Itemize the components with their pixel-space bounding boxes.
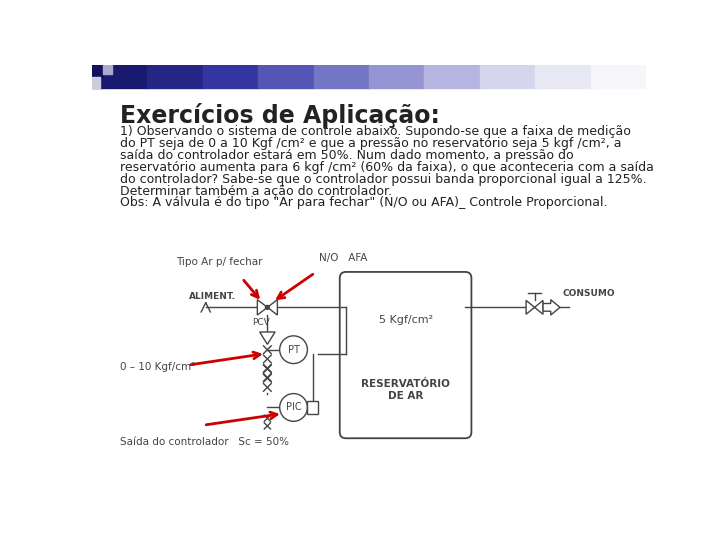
Polygon shape (543, 300, 560, 315)
Polygon shape (526, 300, 534, 314)
Circle shape (279, 336, 307, 363)
Bar (590, 65, 647, 88)
Bar (92, 65, 102, 77)
Bar (425, 65, 481, 88)
Text: do PT seja de 0 a 10 Kgf /cm² e que a pressão no reservatório seja 5 kgf /cm², a: do PT seja de 0 a 10 Kgf /cm² e que a pr… (120, 137, 621, 150)
FancyBboxPatch shape (340, 272, 472, 438)
Circle shape (279, 394, 307, 421)
Text: Obs: A válvula é do tipo "Ar para fechar" (N/O ou AFA)_ Controle Proporcional.: Obs: A válvula é do tipo "Ar para fechar… (120, 197, 607, 210)
Text: Determinar também a ação do controlador.: Determinar também a ação do controlador. (120, 185, 392, 198)
Bar (203, 65, 259, 88)
Text: 1) Observando o sistema de controle abaixo. Supondo-se que a faixa de medição: 1) Observando o sistema de controle abai… (120, 125, 631, 138)
Text: reservatório aumenta para 6 kgf /cm² (60% da faixa), o que aconteceria com a saí: reservatório aumenta para 6 kgf /cm² (60… (120, 161, 653, 174)
Bar (535, 65, 592, 88)
Polygon shape (257, 300, 267, 315)
Text: 0 – 10 Kgf/cm²: 0 – 10 Kgf/cm² (120, 362, 195, 373)
Text: 5 Kgf/cm²: 5 Kgf/cm² (379, 315, 433, 326)
Bar (314, 65, 370, 88)
Text: CONSUMO: CONSUMO (562, 289, 615, 298)
Text: PT: PT (287, 345, 300, 355)
Bar (92, 65, 148, 88)
Bar (148, 65, 204, 88)
Circle shape (266, 306, 269, 309)
Bar (258, 65, 315, 88)
Text: Exercícios de Aplicação:: Exercícios de Aplicação: (120, 103, 439, 129)
Bar (480, 65, 536, 88)
Bar (102, 65, 112, 74)
Text: do controlador? Sabe-se que o controlador possui banda proporcional igual a 125%: do controlador? Sabe-se que o controlado… (120, 173, 646, 186)
Text: Saída do controlador   Sc = 50%: Saída do controlador Sc = 50% (120, 437, 289, 447)
Polygon shape (267, 300, 277, 315)
Text: PIC: PIC (286, 402, 302, 413)
Text: ALIMENT.: ALIMENT. (189, 292, 236, 301)
Text: N/O   AFA: N/O AFA (319, 253, 367, 262)
Text: RESERVATÓRIO
DE AR: RESERVATÓRIO DE AR (361, 379, 450, 401)
Polygon shape (260, 332, 275, 345)
Text: PCV: PCV (252, 318, 270, 327)
Bar (369, 65, 426, 88)
Bar (92, 77, 99, 88)
Bar (307, 401, 318, 414)
Text: Tipo Ar p/ fechar: Tipo Ar p/ fechar (176, 256, 263, 267)
Polygon shape (534, 300, 543, 314)
Text: saída do controlador estará em 50%. Num dado momento, a pressão do: saída do controlador estará em 50%. Num … (120, 148, 573, 162)
